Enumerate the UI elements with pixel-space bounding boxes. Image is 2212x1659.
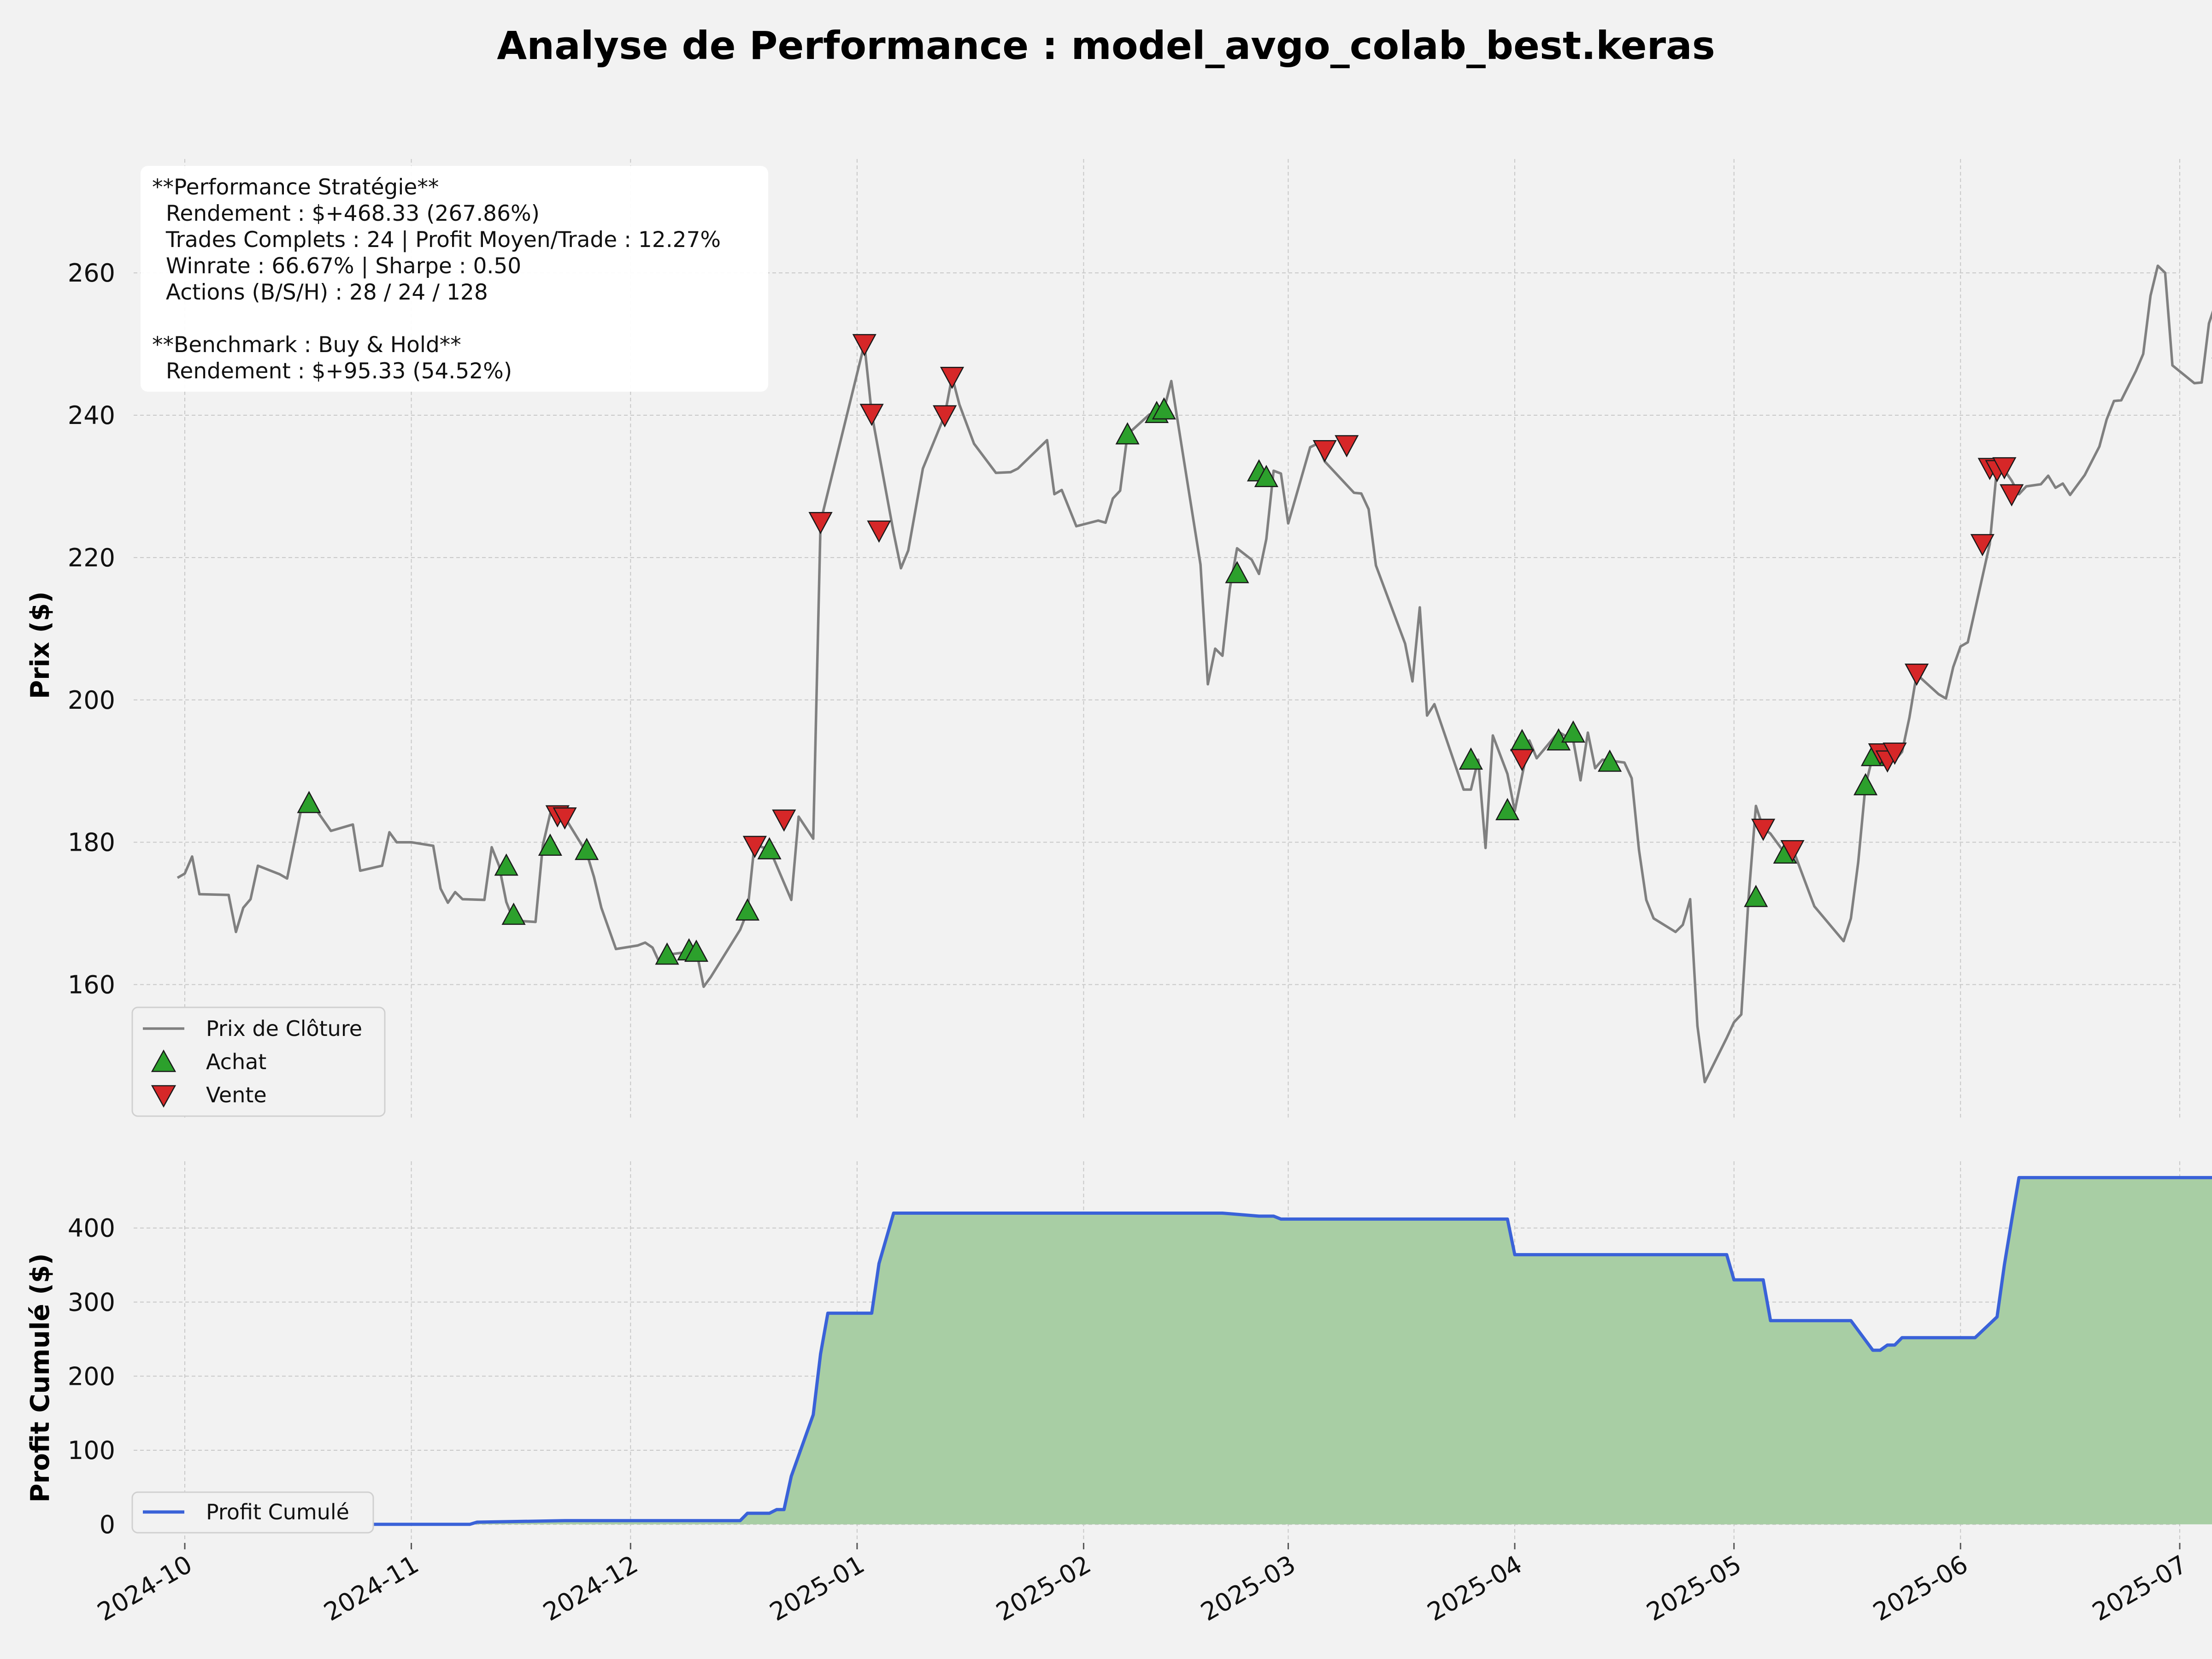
sell-marker [1751, 818, 1776, 841]
sell-marker [1970, 534, 1994, 557]
sell-markers [545, 334, 2024, 863]
price-y-tick-label: 200 [68, 686, 115, 715]
buy-marker [1115, 422, 1140, 445]
buy-marker [735, 898, 760, 921]
sell-marker [772, 809, 796, 832]
sell-marker [2000, 484, 2024, 507]
price-y-tick-label: 240 [68, 401, 115, 430]
sell-marker [933, 405, 957, 428]
sell-marker [1312, 440, 1337, 463]
profit-area-fill [221, 1177, 2212, 1524]
buy-marker [1853, 773, 1878, 795]
buy-marker [1495, 798, 1520, 820]
sell-marker [1510, 749, 1534, 771]
sell-marker [1335, 435, 1359, 458]
legend-entry-close: Prix de Clôture [206, 1016, 362, 1041]
buy-marker [575, 838, 599, 860]
sell-marker [1992, 457, 2017, 480]
buy-marker [1561, 720, 1585, 743]
stats-line-7: **Benchmark : Buy & Hold** [152, 332, 461, 358]
profit-series-line [221, 1176, 2212, 1526]
stats-line-4: Winrate : 66.67% | Sharpe : 0.50 [152, 253, 521, 279]
sell-marker [852, 334, 877, 357]
profit-y-tick-label: 300 [68, 1288, 115, 1317]
figure-title: Analyse de Performance : model_avgo_cola… [497, 23, 1715, 68]
buy-markers [297, 357, 2212, 965]
stats-box: **Performance Stratégie** Rendement : $+… [141, 166, 768, 392]
profit-legend: Profit Cumulé [131, 1491, 374, 1534]
buy-marker [655, 942, 679, 965]
buy-marker [1152, 397, 1176, 420]
price-y-tick-label: 180 [68, 828, 115, 857]
stats-line-8: Rendement : $+95.33 (54.52%) [152, 359, 512, 384]
buy-marker [684, 939, 709, 962]
sell-marker [859, 404, 884, 426]
sell-marker [1883, 742, 1907, 765]
legend-entry-profit: Profit Cumulé [206, 1500, 349, 1524]
price-y-tick-label: 260 [68, 259, 115, 288]
buy-marker [538, 833, 562, 856]
buy-marker [1254, 465, 1278, 488]
buy-marker [1459, 747, 1483, 770]
legend-entry-sell: Vente [206, 1082, 267, 1107]
buy-marker [1744, 884, 1768, 907]
price-y-axis-label: Prix ($) [25, 591, 55, 699]
buy-marker [757, 837, 782, 859]
stats-line-3: Trades Complets : 24 | Profit Moyen/Trad… [152, 227, 721, 253]
profit-y-tick-label: 100 [68, 1436, 115, 1465]
price-legend: Prix de Clôture Achat Vente [131, 1006, 386, 1117]
stats-line-5: Actions (B/S/H) : 28 / 24 / 128 [152, 280, 488, 305]
profit-y-tick-label: 200 [68, 1362, 115, 1391]
buy-marker [501, 902, 526, 925]
sell-marker [553, 807, 577, 830]
buy-marker [1225, 561, 1249, 583]
stats-line-1: **Performance Stratégie** [152, 175, 439, 200]
stats-line-2: Rendement : $+468.33 (267.86%) [152, 201, 540, 226]
price-y-tick-label: 220 [68, 543, 115, 572]
sell-marker [808, 512, 833, 535]
price-panel: 160 180 200 220 240 260 Prix ($) **Performanc… [25, 159, 2212, 1120]
profit-y-axis-label: Profit Cumulé ($) [25, 1253, 55, 1503]
sell-marker [940, 366, 965, 389]
sell-marker [742, 835, 767, 859]
legend-buy-swatch [151, 1049, 176, 1072]
profit-y-tick-label: 400 [68, 1214, 115, 1243]
sell-marker [867, 520, 891, 543]
sell-marker [1905, 663, 1929, 686]
buy-marker [297, 791, 321, 813]
legend-sell-swatch [151, 1085, 176, 1108]
sell-marker [1780, 840, 1805, 863]
price-y-tick-label: 160 [68, 971, 115, 1000]
buy-marker [1598, 749, 1622, 772]
buy-marker [494, 853, 518, 876]
profit-y-tick-label: 0 [100, 1510, 115, 1539]
legend-entry-buy: Achat [206, 1049, 266, 1074]
